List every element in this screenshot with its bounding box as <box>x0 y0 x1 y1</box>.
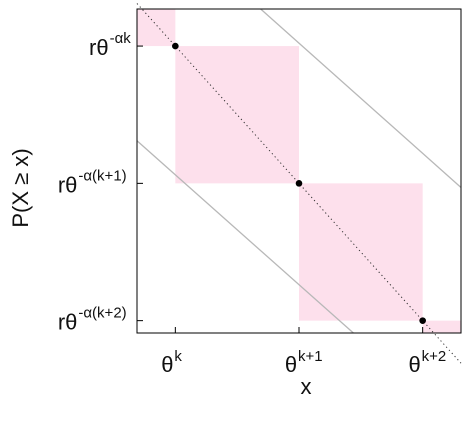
shaded-regions <box>137 9 461 333</box>
x-axis-label: x <box>301 374 312 399</box>
y-tick-label-3: rθ <box>58 310 78 335</box>
x-tick-label-1: θ <box>161 352 173 377</box>
x-ticks: θ k θ k+1 θ k+2 <box>161 327 446 377</box>
x-tick-exponent-3: k+2 <box>422 348 447 365</box>
y-tick-label-1: rθ <box>89 35 109 60</box>
data-point-3 <box>419 317 426 324</box>
y-tick-exponent-3: -α(k+2) <box>78 305 126 322</box>
y-axis-label: P(X ≥ x) <box>8 148 33 227</box>
dotted-diagonal <box>136 3 462 364</box>
shaded-region-4 <box>422 320 461 333</box>
x-tick-label-3: θ <box>409 352 421 377</box>
data-point-2 <box>295 180 303 187</box>
data-points <box>172 42 426 324</box>
shaded-region-1 <box>137 9 176 47</box>
y-tick-exponent-1: -αk <box>110 30 132 47</box>
y-tick-exponent-2: -α(k+1) <box>78 167 126 184</box>
x-tick-label-2: θ <box>285 352 297 377</box>
x-tick-exponent-1: k <box>174 348 182 365</box>
bound-lines <box>136 8 462 334</box>
x-tick-exponent-2: k+1 <box>298 348 323 365</box>
shaded-region-2 <box>175 46 299 184</box>
bound-line-2 <box>260 8 462 188</box>
shaded-region-3 <box>299 183 423 321</box>
y-tick-label-2: rθ <box>58 172 78 197</box>
dotted-line <box>136 3 462 364</box>
data-point-1 <box>172 42 179 50</box>
bound-line-1 <box>136 140 354 334</box>
